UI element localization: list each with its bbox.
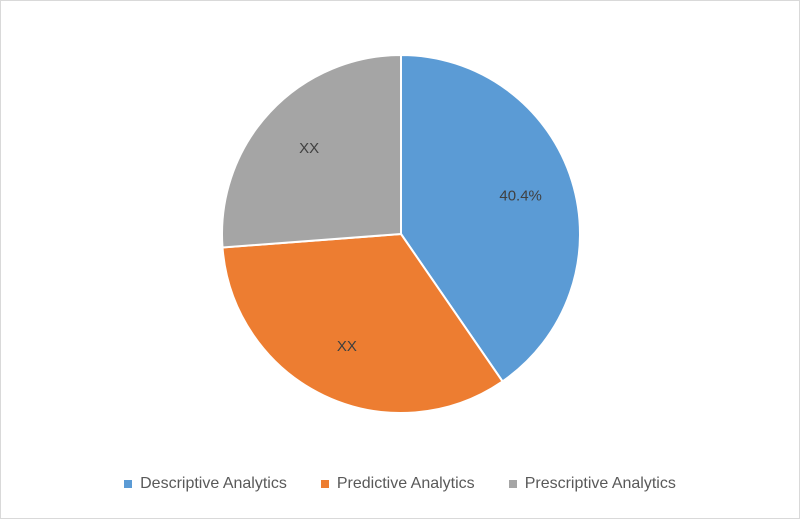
- pie-slice-prescriptive: [221, 53, 402, 249]
- legend-label-predictive: Predictive Analytics: [336, 475, 475, 492]
- data-label-prescriptive: XX: [299, 140, 319, 157]
- legend-label-prescriptive: Prescriptive Analytics: [524, 475, 676, 492]
- data-label-predictive: XX: [337, 338, 357, 355]
- data-label-descriptive: 40.4%: [499, 188, 542, 205]
- legend-swatch-predictive: [320, 480, 329, 488]
- legend-swatch-prescriptive: [508, 480, 517, 488]
- legend: Descriptive Analytics Predictive Analyti…: [1, 475, 799, 493]
- legend-item-prescriptive: Prescriptive Analytics: [508, 475, 676, 493]
- legend-label-descriptive: Descriptive Analytics: [140, 475, 287, 492]
- legend-swatch-descriptive: [124, 480, 133, 488]
- legend-item-predictive: Predictive Analytics: [320, 475, 475, 493]
- legend-item-descriptive: Descriptive Analytics: [124, 475, 287, 493]
- pie-slice-descriptive: [400, 53, 581, 383]
- pie-slice-predictive: [221, 232, 504, 414]
